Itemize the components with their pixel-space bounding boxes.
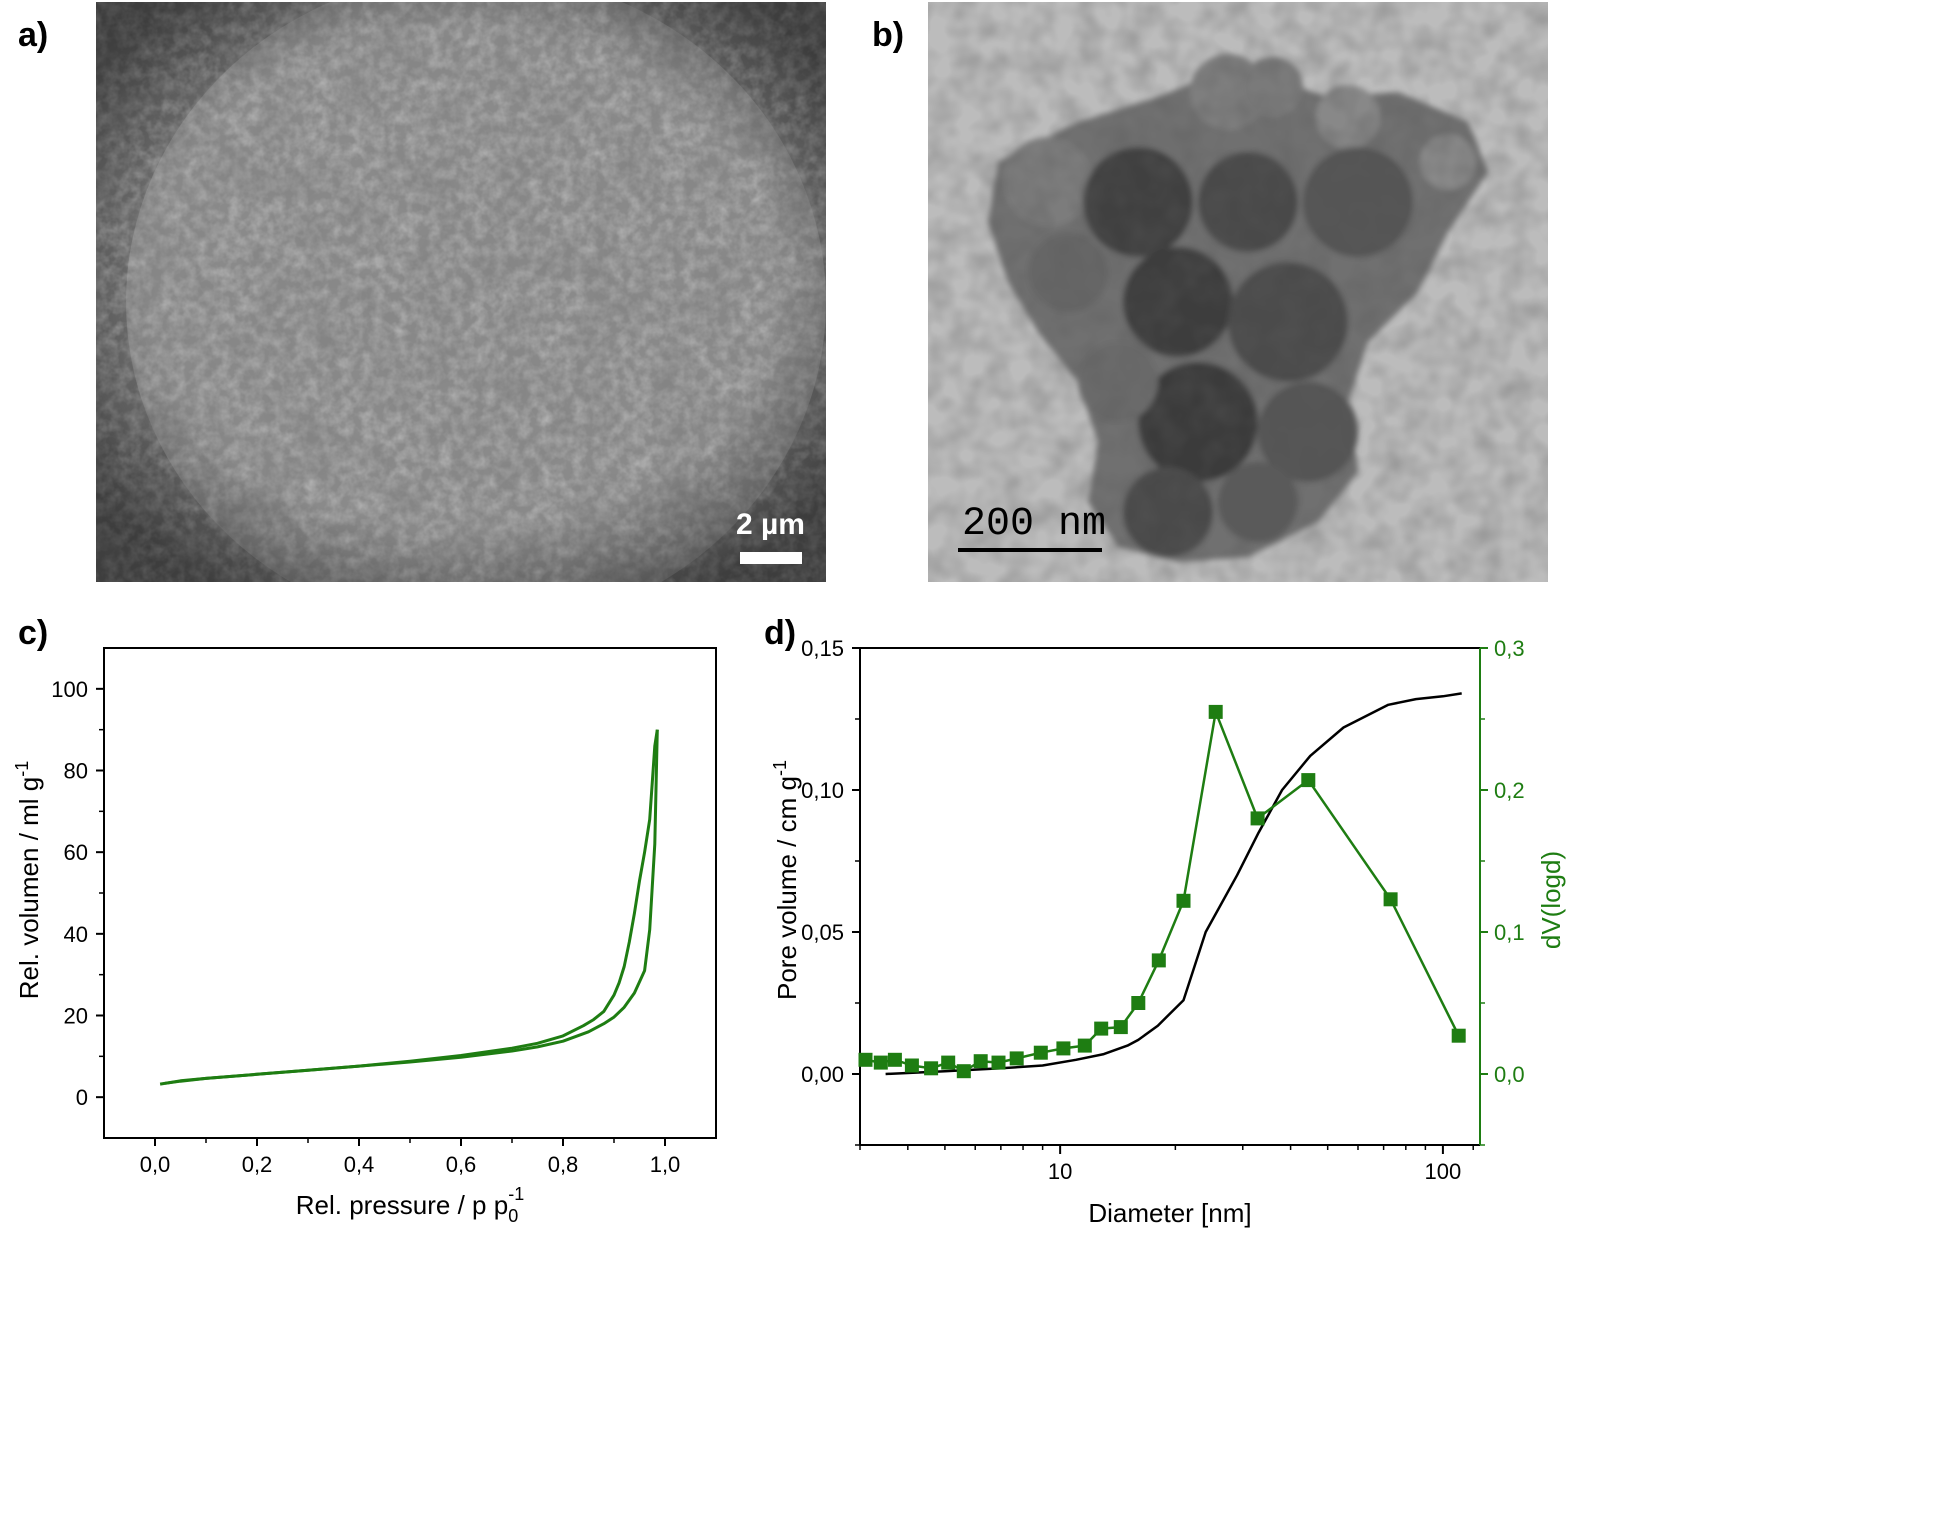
- dvlogd-marker: [1113, 1020, 1128, 1035]
- cumulative-pore-volume-line: [885, 692, 1462, 1076]
- sem-micrograph: 2 µm: [96, 2, 826, 582]
- y-tick-label-d: 0,00: [801, 1062, 844, 1087]
- panel-label-d: d): [764, 614, 797, 652]
- sem-scalebar: [740, 552, 802, 564]
- y-tick-label-d: 0,15: [801, 636, 844, 661]
- dvlogd-marker: [904, 1058, 919, 1073]
- y-axis-label-c: Rel. volumen / ml g-1: [12, 761, 44, 1000]
- panel-label-a: a): [18, 16, 49, 54]
- dvlogd-marker: [858, 1052, 873, 1067]
- dvlogd-marker: [1009, 1051, 1024, 1066]
- y2-tick-label-d: 0,1: [1494, 920, 1525, 945]
- isotherm-adsorption: [159, 729, 659, 1086]
- x-tick-label-c: 1,0: [650, 1152, 681, 1177]
- y2-tick-label-d: 0,2: [1494, 778, 1525, 803]
- x-tick-label-d: 100: [1425, 1159, 1462, 1184]
- y-tick-label-d: 0,10: [801, 778, 844, 803]
- x-axis-label-c: Rel. pressure / p p0-1: [296, 1184, 524, 1226]
- y-tick-label-c: 80: [64, 759, 88, 784]
- dvlogd-marker: [973, 1054, 988, 1069]
- plot-frame-c: [103, 647, 717, 1139]
- dvlogd-marker: [956, 1064, 971, 1079]
- panel-label-b: b): [872, 16, 905, 54]
- dvlogd-marker: [1208, 704, 1223, 719]
- dvlogd-line: [865, 710, 1460, 1073]
- y-tick-label-c: 0: [76, 1085, 88, 1110]
- dvlogd-marker: [887, 1052, 902, 1067]
- y-axis-label-d: Pore volume / cm g-1: [770, 760, 802, 1000]
- y2-tick-label-d: 0,0: [1494, 1062, 1525, 1087]
- dvlogd-marker: [1176, 893, 1191, 908]
- y-tick-label-d: 0,05: [801, 920, 844, 945]
- y2-axis-label-d: dV(logd): [1536, 851, 1566, 949]
- dvlogd-marker: [1131, 996, 1146, 1010]
- dvlogd-marker: [1451, 1028, 1466, 1043]
- isotherm-desorption: [164, 729, 659, 1085]
- panel-label-c: c): [18, 614, 49, 652]
- dvlogd-marker: [991, 1055, 1006, 1070]
- x-tick-label-c: 0,2: [242, 1152, 273, 1177]
- dvlogd-marker: [1250, 811, 1265, 826]
- tem-scalebar: [958, 548, 1102, 552]
- tem-micrograph: 200 nm: [928, 2, 1548, 582]
- dvlogd-marker: [1033, 1045, 1048, 1060]
- y-tick-label-c: 20: [64, 1004, 88, 1029]
- dvlogd-marker: [941, 1055, 956, 1070]
- tem-image-texture: [928, 2, 1548, 582]
- x-tick-label-c: 0,4: [344, 1152, 375, 1177]
- dvlogd-marker: [1077, 1038, 1092, 1053]
- dvlogd-marker: [1094, 1021, 1109, 1036]
- dvlogd-marker: [1056, 1041, 1071, 1056]
- y-tick-label-c: 40: [64, 922, 88, 947]
- sem-scalebar-label: 2 µm: [736, 508, 805, 541]
- sem-image-texture: [96, 2, 826, 582]
- tem-scalebar-label: 200 nm: [962, 502, 1107, 547]
- dvlogd-marker: [1301, 773, 1316, 788]
- y-tick-label-c: 60: [64, 840, 88, 865]
- x-tick-label-c: 0,8: [548, 1152, 579, 1177]
- dvlogd-marker: [924, 1061, 939, 1076]
- dvlogd-marker: [1151, 953, 1166, 968]
- x-tick-label-c: 0,6: [446, 1152, 477, 1177]
- x-tick-label-c: 0,0: [140, 1152, 171, 1177]
- x-axis-label-d: Diameter [nm]: [1088, 1198, 1251, 1228]
- y2-tick-label-d: 0,3: [1494, 636, 1525, 661]
- dvlogd-marker: [873, 1055, 888, 1070]
- dvlogd-marker: [1383, 892, 1398, 907]
- y-tick-label-c: 100: [51, 677, 88, 702]
- x-tick-label-d: 10: [1048, 1159, 1072, 1184]
